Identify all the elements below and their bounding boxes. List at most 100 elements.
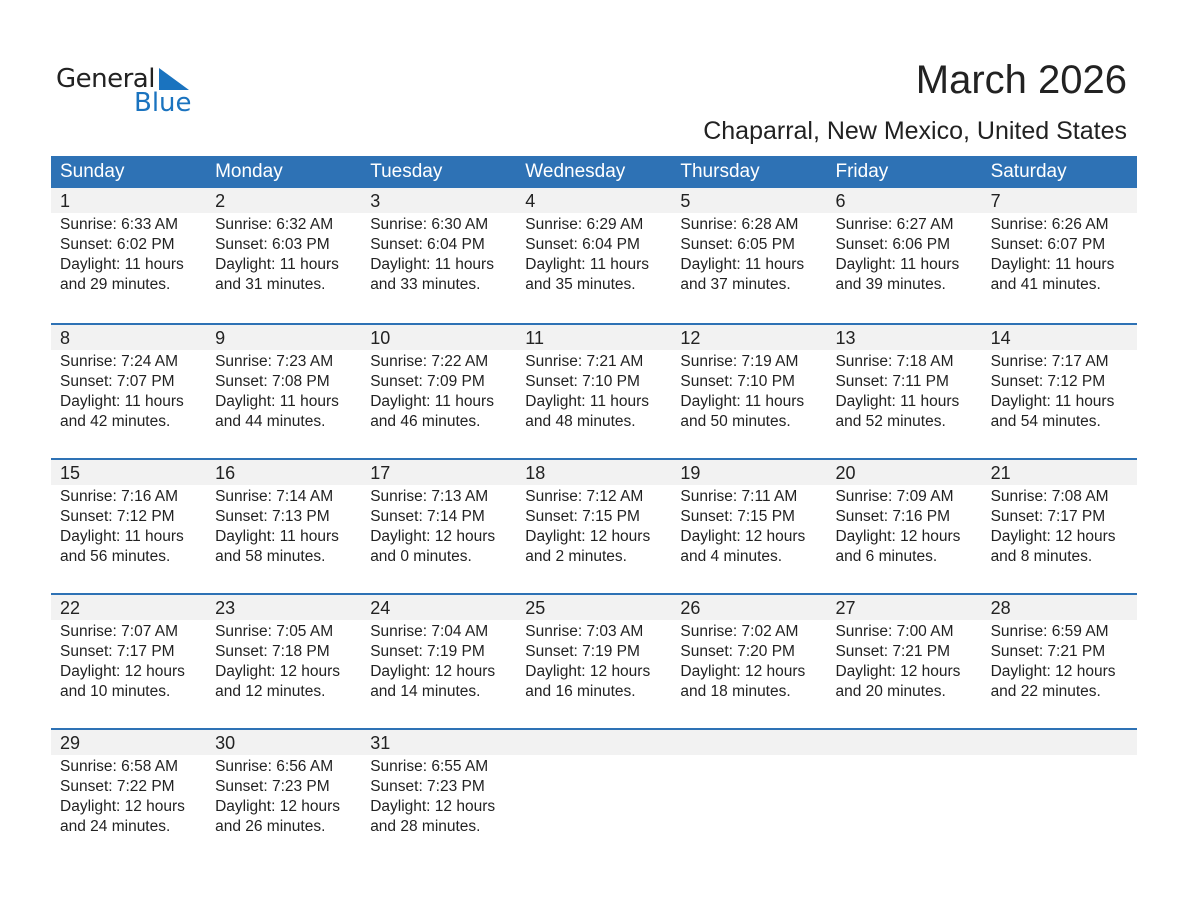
day-info: Sunrise: 7:07 AM Sunset: 7:17 PM Daylight:…: [51, 620, 206, 702]
daylight-minutes-text: and 58 minutes.: [215, 548, 326, 565]
sunset-text: Sunset: 6:04 PM: [525, 236, 640, 253]
day-cell: 13 Sunrise: 7:18 AM Sunset: 7:11 PM Dayligh…: [826, 325, 982, 458]
location-subtitle: Chaparral, New Mexico, United States: [703, 117, 1127, 145]
empty-cell: [671, 730, 827, 863]
day-cell: 5 Sunrise: 6:28 AM Sunset: 6:05 PM Daylight…: [671, 188, 827, 323]
sunrise-text: Sunrise: 6:33 AM: [60, 216, 179, 233]
day-cell: 31 Sunrise: 6:55 AM Sunset: 7:23 PM Dayligh…: [361, 730, 517, 863]
week-row: 15 Sunrise: 7:16 AM Sunset: 7:12 PM Dayligh…: [51, 458, 1137, 593]
sunrise-text: Sunrise: 7:14 AM: [215, 488, 334, 505]
sunset-text: Sunset: 7:17 PM: [60, 643, 175, 660]
day-info: Sunrise: 7:09 AM Sunset: 7:16 PM Daylight:…: [826, 485, 981, 567]
daylight-text: Daylight: 11 hours: [835, 393, 960, 410]
daylight-minutes-text: and 33 minutes.: [370, 276, 481, 293]
day-number: 26: [671, 595, 827, 620]
day-number: 17: [361, 460, 517, 485]
empty-day-band: [671, 730, 827, 755]
day-info: Sunrise: 6:28 AM Sunset: 6:05 PM Daylight:…: [671, 213, 826, 295]
day-info: Sunrise: 7:00 AM Sunset: 7:21 PM Daylight:…: [826, 620, 981, 702]
daylight-text: Daylight: 11 hours: [680, 393, 805, 410]
weekday-wednesday: Wednesday: [525, 161, 626, 182]
day-cell: 8 Sunrise: 7:24 AM Sunset: 7:07 PM Daylight…: [51, 325, 207, 458]
daylight-minutes-text: and 24 minutes.: [60, 818, 171, 835]
sunset-text: Sunset: 7:10 PM: [680, 373, 795, 390]
daylight-minutes-text: and 44 minutes.: [215, 413, 326, 430]
sunrise-text: Sunrise: 6:56 AM: [215, 758, 334, 775]
weekday-saturday: Saturday: [990, 161, 1067, 182]
daylight-minutes-text: and 50 minutes.: [680, 413, 791, 430]
day-cell: 15 Sunrise: 7:16 AM Sunset: 7:12 PM Dayligh…: [51, 460, 207, 593]
sunset-text: Sunset: 7:23 PM: [370, 778, 485, 795]
day-number: 5: [671, 188, 827, 213]
calendar-grid: Sunday Monday Tuesday Wednesday Thursday Frid…: [51, 156, 1137, 863]
daylight-minutes-text: and 12 minutes.: [215, 683, 326, 700]
sunrise-text: Sunrise: 7:00 AM: [835, 623, 954, 640]
day-number: 23: [206, 595, 362, 620]
daylight-minutes-text: and 35 minutes.: [525, 276, 636, 293]
sunrise-text: Sunrise: 6:29 AM: [525, 216, 644, 233]
day-info: Sunrise: 7:11 AM Sunset: 7:15 PM Daylight:…: [671, 485, 826, 567]
daylight-minutes-text: and 2 minutes.: [525, 548, 627, 565]
day-number: 7: [981, 188, 1137, 213]
day-info: Sunrise: 7:12 AM Sunset: 7:15 PM Daylight:…: [516, 485, 671, 567]
sunrise-text: Sunrise: 6:32 AM: [215, 216, 334, 233]
sunrise-text: Sunrise: 7:08 AM: [990, 488, 1109, 505]
day-number: 27: [826, 595, 982, 620]
sunset-text: Sunset: 6:02 PM: [60, 236, 175, 253]
day-number: 3: [361, 188, 517, 213]
logo-triangle-icon: [159, 68, 189, 90]
sunrise-text: Sunrise: 7:21 AM: [525, 353, 644, 370]
sunrise-text: Sunrise: 7:07 AM: [60, 623, 179, 640]
day-cell: 18 Sunrise: 7:12 AM Sunset: 7:15 PM Dayligh…: [516, 460, 672, 593]
day-cell: 21 Sunrise: 7:08 AM Sunset: 7:17 PM Dayligh…: [981, 460, 1137, 593]
daylight-text: Daylight: 12 hours: [215, 798, 341, 815]
daylight-text: Daylight: 11 hours: [215, 256, 339, 273]
weekday-tuesday: Tuesday: [370, 161, 443, 182]
sunset-text: Sunset: 7:10 PM: [525, 373, 640, 390]
day-number: 15: [51, 460, 207, 485]
daylight-text: Daylight: 11 hours: [60, 528, 184, 545]
daylight-minutes-text: and 6 minutes.: [835, 548, 938, 565]
sunrise-text: Sunrise: 7:19 AM: [680, 353, 799, 370]
page-title: March 2026: [915, 58, 1127, 102]
sunset-text: Sunset: 7:21 PM: [990, 643, 1106, 660]
daylight-minutes-text: and 41 minutes.: [990, 276, 1101, 293]
day-info: Sunrise: 6:29 AM Sunset: 6:04 PM Daylight:…: [516, 213, 671, 295]
daylight-minutes-text: and 54 minutes.: [990, 413, 1101, 430]
day-cell: 29 Sunrise: 6:58 AM Sunset: 7:22 PM Dayligh…: [51, 730, 207, 863]
sunrise-text: Sunrise: 7:09 AM: [835, 488, 954, 505]
daylight-minutes-text: and 20 minutes.: [835, 683, 946, 700]
sunset-text: Sunset: 7:17 PM: [990, 508, 1106, 525]
day-info: Sunrise: 6:58 AM Sunset: 7:22 PM Daylight:…: [51, 755, 206, 837]
sunrise-text: Sunrise: 7:16 AM: [60, 488, 179, 505]
day-info: Sunrise: 7:13 AM Sunset: 7:14 PM Daylight:…: [361, 485, 516, 567]
logo-text-general: General: [56, 64, 155, 94]
sunset-text: Sunset: 7:20 PM: [680, 643, 795, 660]
day-number: 4: [516, 188, 672, 213]
weekday-header: Sunday Monday Tuesday Wednesday Thursday Frid…: [51, 156, 1137, 188]
day-number: 12: [671, 325, 827, 350]
sunset-text: Sunset: 7:15 PM: [680, 508, 795, 525]
empty-day-band: [516, 730, 672, 755]
sunrise-text: Sunrise: 7:22 AM: [370, 353, 489, 370]
sunset-text: Sunset: 7:07 PM: [60, 373, 175, 390]
empty-day-band: [981, 730, 1137, 755]
day-info: Sunrise: 6:26 AM Sunset: 6:07 PM Daylight:…: [982, 213, 1137, 295]
daylight-text: Daylight: 11 hours: [680, 256, 805, 273]
sunset-text: Sunset: 6:04 PM: [370, 236, 485, 253]
sunrise-text: Sunrise: 7:13 AM: [370, 488, 489, 505]
day-number: 9: [206, 325, 362, 350]
daylight-text: Daylight: 12 hours: [525, 663, 651, 680]
day-info: Sunrise: 7:24 AM Sunset: 7:07 PM Daylight:…: [51, 350, 206, 432]
daylight-minutes-text: and 48 minutes.: [525, 413, 636, 430]
day-cell: 17 Sunrise: 7:13 AM Sunset: 7:14 PM Dayligh…: [361, 460, 517, 593]
sunrise-text: Sunrise: 6:28 AM: [680, 216, 799, 233]
day-info: Sunrise: 7:03 AM Sunset: 7:19 PM Daylight:…: [516, 620, 671, 702]
day-info: Sunrise: 6:32 AM Sunset: 6:03 PM Daylight:…: [206, 213, 361, 295]
sunrise-text: Sunrise: 7:04 AM: [370, 623, 489, 640]
day-cell: 28 Sunrise: 6:59 AM Sunset: 7:21 PM Dayligh…: [981, 595, 1137, 728]
day-info: Sunrise: 6:30 AM Sunset: 6:04 PM Daylight:…: [361, 213, 516, 295]
sunset-text: Sunset: 7:08 PM: [215, 373, 330, 390]
general-blue-logo: General Blue: [56, 64, 192, 118]
day-number: 20: [826, 460, 982, 485]
